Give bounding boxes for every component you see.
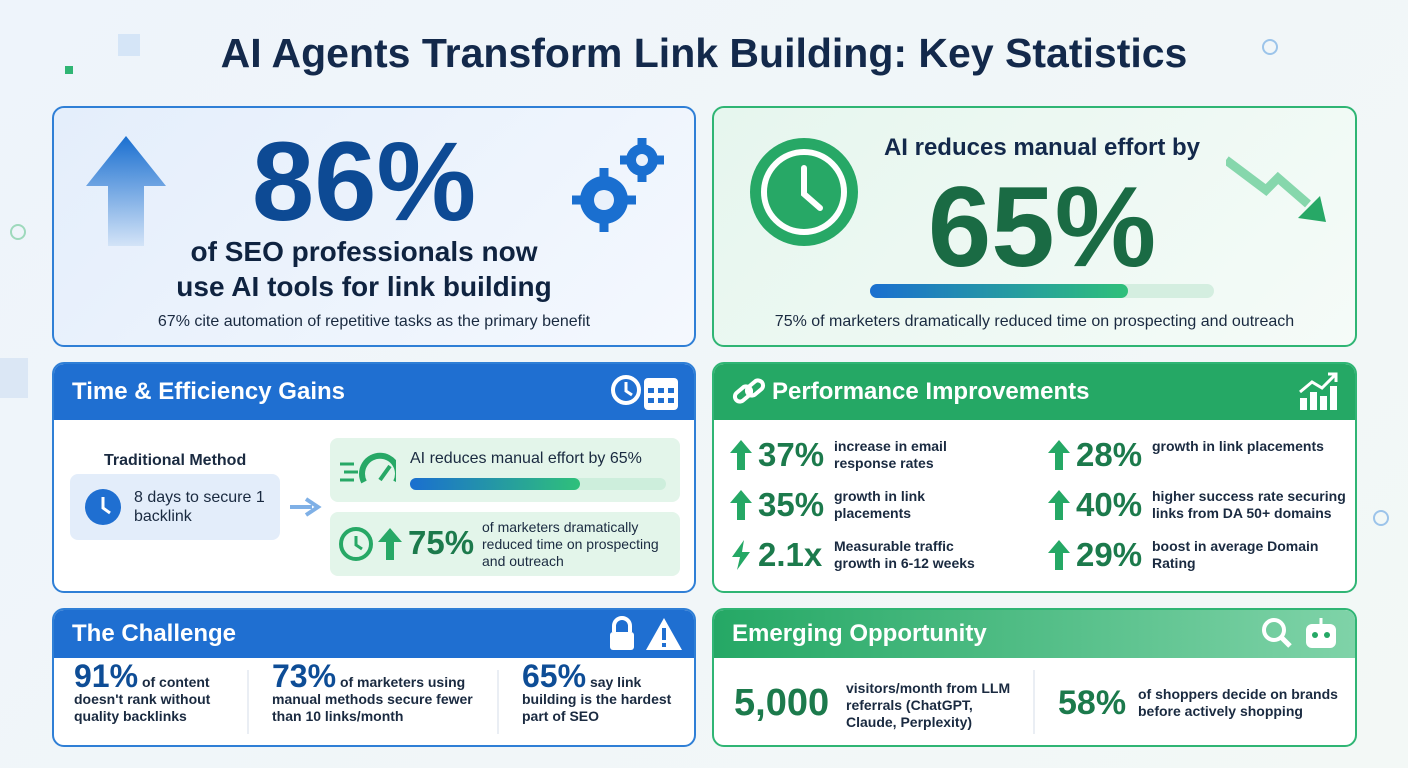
panel-title: Time & Efficiency Gains [54,364,694,420]
clock-up-icon [339,527,402,561]
dividers [1033,670,1035,734]
stat-figure: 40% [1076,486,1143,523]
stat-figure: 91% [74,658,139,694]
stat-text: growth in link placements [1152,438,1324,454]
stat-text: growth in link placements [834,488,925,521]
stat-figure: 73% [272,658,337,694]
stat-text: of marketers using manual methods secure… [272,674,473,724]
ai-effort-text: AI reduces manual effort by 65% [410,450,642,467]
stat-figure: 37% [758,436,825,473]
effort-bar [410,478,666,490]
up-arrow-icon [730,440,752,470]
bolt-icon [732,540,750,570]
stat-text: visitors/month from LLM referrals (ChatG… [846,680,1011,730]
traditional-box: 8 days to secure 1 backlink [70,474,280,540]
stat-text: increase in email response rates [834,438,947,471]
time-panel: Time & Efficiency Gains Traditional Meth… [52,362,696,593]
hero-figure: 65% [927,164,1157,291]
up-arrow-icon [1048,490,1070,520]
clock-icon [750,138,858,246]
effort-bar [870,284,1214,298]
time-icons [611,375,678,410]
panel-title: The Challenge [54,610,694,658]
stat-figure: 58% [1058,684,1127,722]
hero-line: use AI tools for link building [176,271,552,302]
stat-text: higher success rate securing links from … [1152,488,1346,521]
traditional-label: Traditional Method [104,452,247,469]
hero-note: 67% cite automation of repetitive tasks … [157,313,591,330]
stat-text: of shoppers decide on brands before acti… [1138,686,1338,719]
hero-figure: 86% [251,119,477,244]
panel-title-text: Emerging Opportunity [732,620,987,647]
up-arrow-icon [86,136,166,246]
stat-figure: 35% [758,486,825,523]
growth-icon [1299,372,1338,410]
down-arrow-icon [1226,156,1326,222]
title: AI Agents Transform Link Building: Key S… [220,30,1188,76]
opportunity-panel: Emerging Opportunity 5,000 visitors/month… [712,608,1357,747]
up-arrow-icon [1048,440,1070,470]
stat-text: of content doesn't rank without quality … [74,674,211,724]
hero-lead: AI reduces manual effort by [883,134,1201,161]
speed-icon [340,452,396,484]
panel-title: Performance Improvements [714,364,1355,420]
stat-figure: 29% [1076,536,1143,573]
panel-title: Emerging Opportunity [714,610,1355,658]
stat: 91% of content doesn't rank without qual… [74,660,230,725]
panel-title-text: Performance Improvements [772,378,1090,405]
dividers [247,670,499,734]
up-arrow-icon [730,490,752,520]
challenge-icons [610,616,682,650]
hero-line: of SEO professionals now [190,236,538,267]
challenge-panel: The Challenge 91% of content doesn't ran… [52,608,696,747]
opportunity-icons [1262,618,1336,648]
panel-title-text: Time & Efficiency Gains [72,378,345,405]
ai-box: 75% of marketers dramatically reduced ti… [330,512,680,576]
panel-title-text: The Challenge [72,620,237,647]
ai-text: of marketers dramatically reduced time o… [482,519,659,569]
stat-figure: 5,000 [734,682,830,724]
stat: 73% of marketers using manual methods se… [272,660,478,725]
traditional-text: 8 days to secure 1 backlink [134,489,265,525]
link-icon [732,378,766,404]
ai-figure: 75% [408,524,475,561]
ai-box: AI reduces manual effort by 65% [330,438,680,502]
clock-icon [85,489,121,525]
hero-note: 75% of marketers dramatically reduced ti… [774,313,1295,330]
stat-text: Measurable traffic growth in 6-12 weeks [834,538,975,571]
hero-left: 86% of SEO professionals now use AI tool… [52,106,696,347]
stat-figure: 65% [522,658,587,694]
up-arrow-icon [1048,540,1070,570]
arrow-icon [290,497,322,517]
stat-figure: 28% [1076,436,1143,473]
performance-panel: Performance Improvements 37% increase in … [712,362,1357,593]
hero-right: AI reduces manual effort by 65% 75% of m… [712,106,1357,347]
stat: 65% say link building is the hardest par… [522,660,678,725]
gears-icon [572,138,664,232]
stat-text: boost in average Domain Rating [1152,538,1319,571]
stat-figure: 2.1x [758,536,823,573]
stat-text: say link building is the hardest part of… [522,674,672,724]
